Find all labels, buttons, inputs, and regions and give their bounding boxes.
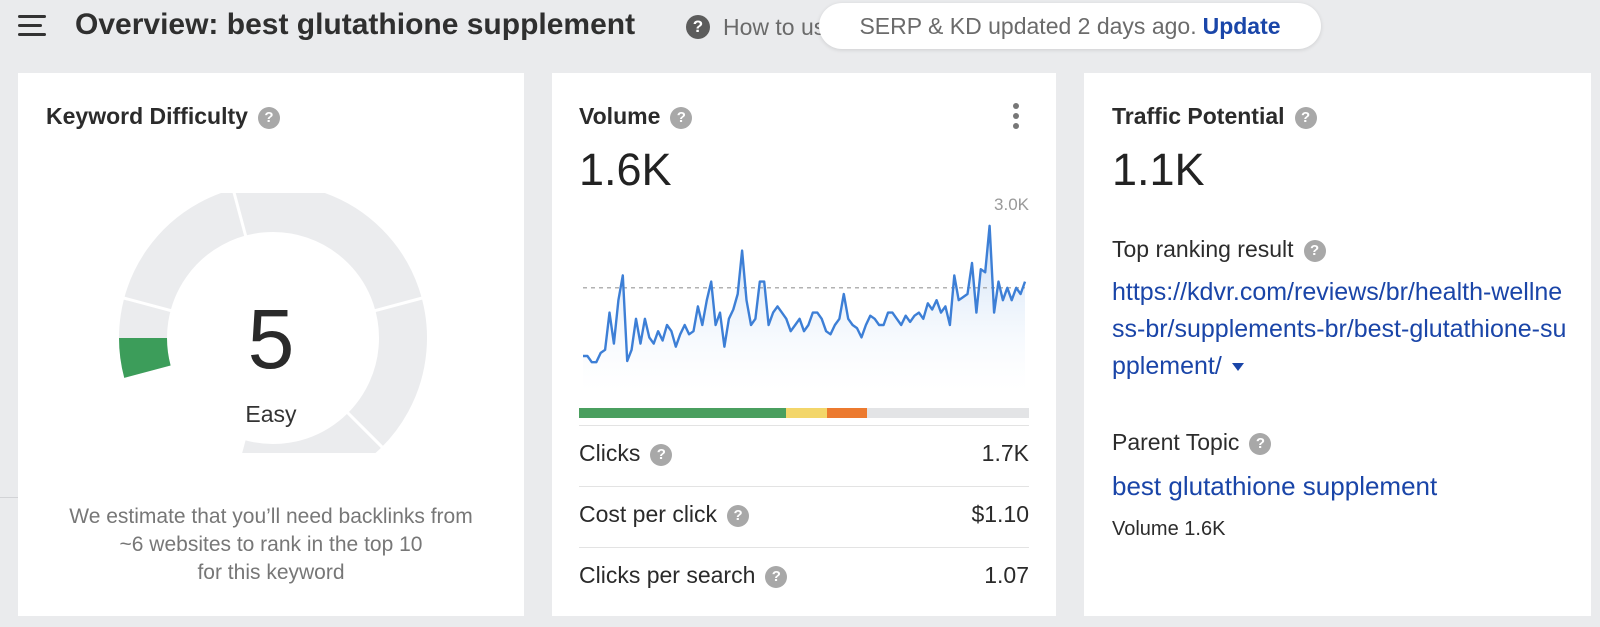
kd-title-text: Keyword Difficulty [46,103,248,129]
clicks-row: Clicks? 1.7K [579,425,1029,486]
kd-description-line: We estimate that you’ll need backlinks f… [69,505,473,528]
parent-topic-volume: Volume 1.6K [1112,518,1226,540]
help-icon[interactable]: ? [1294,107,1317,129]
cpc-label-text: Cost per click [579,501,718,527]
kd-rating: Easy [245,401,297,427]
cps-label: Clicks per search? [579,562,788,589]
help-icon[interactable]: ? [686,15,710,39]
help-icon[interactable]: ? [1249,433,1272,455]
divider [0,497,18,498]
menu-icon[interactable] [18,15,46,37]
cpc-label: Cost per click? [579,501,750,528]
click-distribution-segment [786,408,827,418]
chart-max-label: 3.0K [994,195,1029,214]
parent-topic-label-text: Parent Topic [1112,429,1240,455]
kd-description: We estimate that you’ll need backlinks f… [18,503,524,587]
caret-down-icon[interactable] [1231,363,1244,371]
serp-status-text: SERP & KD updated 2 days ago. [859,13,1197,39]
volume-area [583,225,1025,391]
kd-gauge [119,193,427,453]
click-distribution-segment [826,408,867,418]
gauge-separator [121,296,173,313]
cpc-value: $1.10 [971,501,1029,527]
gauge-separator [345,410,385,450]
more-options-icon[interactable] [1010,103,1022,131]
click-distribution-segment [579,408,786,418]
help-icon[interactable]: ? [1303,240,1326,262]
gauge-separator [373,296,425,313]
help-icon[interactable]: ? [727,505,750,527]
volume-card: Volume? 1.6K 3.0K Clicks? 1.7K Cost per … [552,73,1056,616]
top-ranking-url-text[interactable]: https://kdvr.com/reviews/br/health-welln… [1112,278,1567,380]
help-icon[interactable]: ? [670,107,693,129]
top-ranking-url[interactable]: https://kdvr.com/reviews/br/health-welln… [1112,274,1572,385]
volume-title-text: Volume [579,103,661,129]
clicks-label: Clicks? [579,440,673,467]
cpc-row: Cost per click? $1.10 [579,486,1029,547]
click-distribution-bar [579,408,1029,418]
gauge-separator [232,193,248,238]
volume-value: 1.6K [579,144,672,195]
help-icon[interactable]: ? [765,566,788,588]
kd-description-line: ~6 websites to rank in the top 10 [119,533,423,556]
kd-value: 5 [247,292,295,386]
page-title: Overview: best glutathione supplement [75,8,636,41]
traffic-title: Traffic Potential? [1112,103,1317,130]
kd-description-line: for this keyword [197,561,345,584]
serp-update-notice: SERP & KD updated 2 days ago. Update [819,3,1321,49]
top-bar: Overview: best glutathione supplement ? … [0,0,1600,56]
traffic-value: 1.1K [1112,144,1205,195]
cps-value: 1.07 [984,562,1029,588]
top-ranking-label-text: Top ranking result [1112,236,1294,262]
help-icon[interactable]: ? [650,444,673,466]
parent-topic-link[interactable]: best glutathione supplement [1112,471,1438,501]
update-link[interactable]: Update [1202,13,1281,39]
how-to-use-link[interactable]: How to use [723,14,823,40]
clicks-value: 1.7K [981,440,1029,466]
traffic-potential-card: Traffic Potential? 1.1K Top ranking resu… [1084,73,1591,616]
volume-line [583,224,1027,364]
cps-row: Clicks per search? 1.07 [579,547,1029,608]
help-icon[interactable]: ? [257,107,280,129]
keyword-difficulty-card: Keyword Difficulty? 5 Easy We estimate t… [18,73,524,616]
kd-title: Keyword Difficulty? [46,103,280,130]
traffic-title-text: Traffic Potential [1112,103,1285,129]
volume-title: Volume? [579,103,693,130]
parent-topic-label: Parent Topic? [1112,429,1272,456]
cps-label-text: Clicks per search [579,562,756,588]
top-ranking-label: Top ranking result? [1112,236,1326,263]
clicks-label-text: Clicks [579,440,641,466]
volume-history-chart [583,224,1027,391]
